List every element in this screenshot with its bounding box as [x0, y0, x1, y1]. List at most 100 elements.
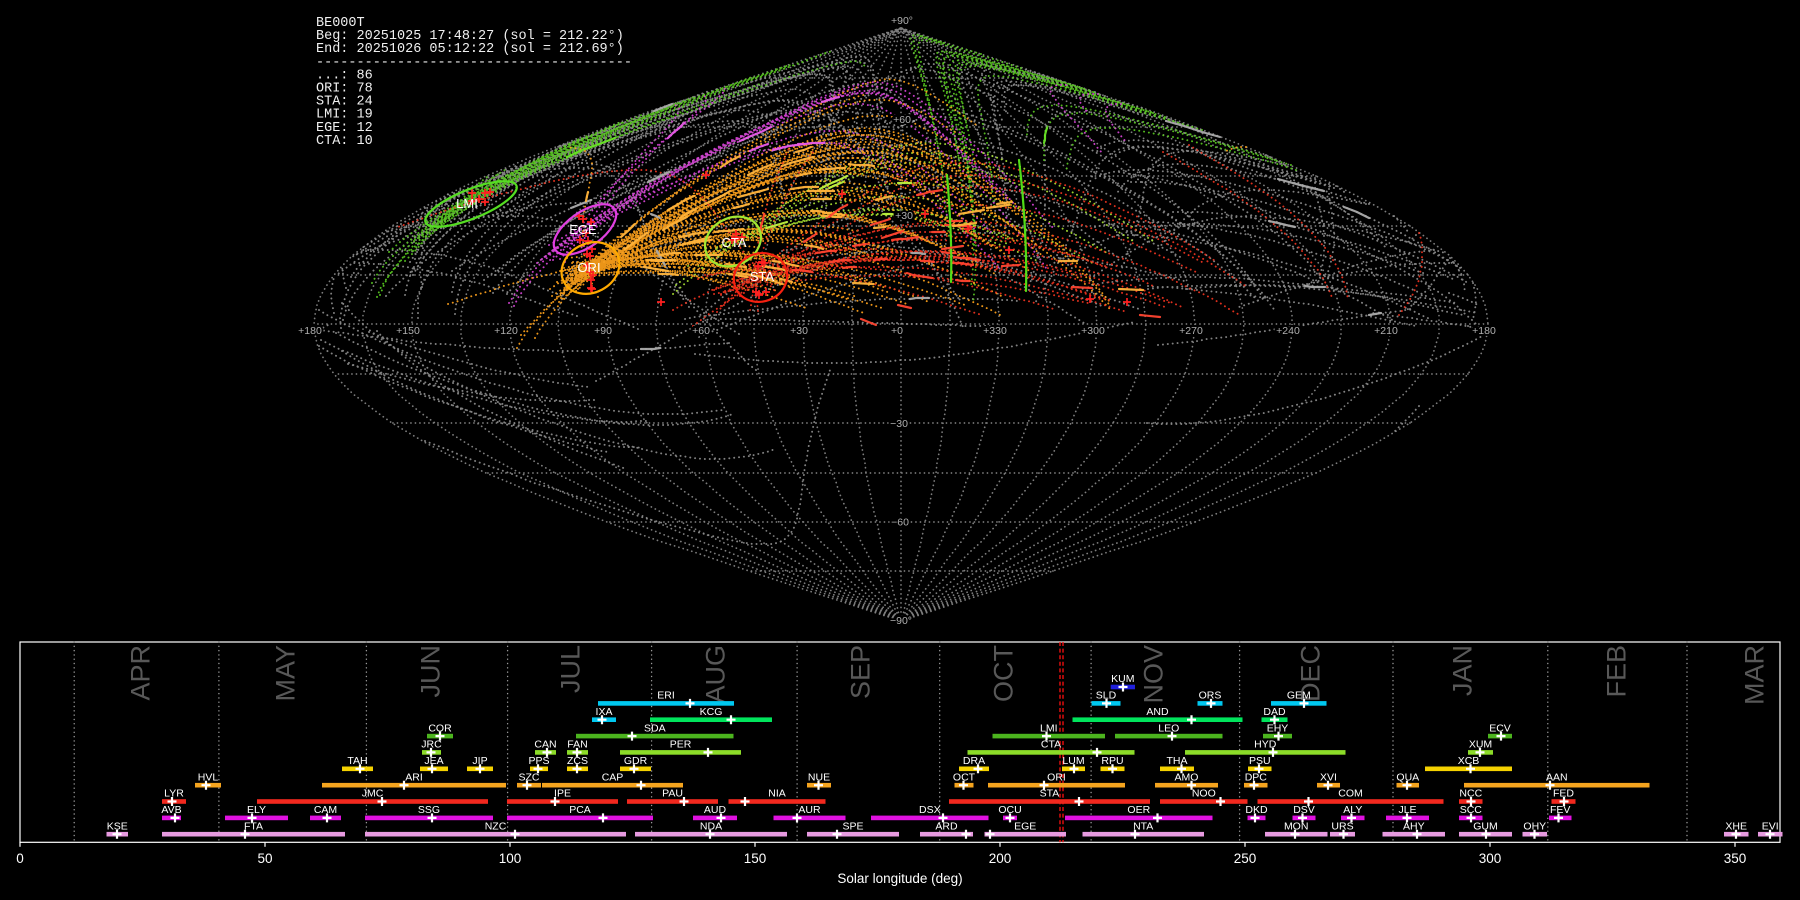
- svg-text:JIP: JIP: [472, 755, 487, 767]
- svg-text:200: 200: [989, 851, 1012, 866]
- svg-text:+90°: +90°: [891, 15, 913, 27]
- svg-text:ORS: ORS: [1199, 690, 1222, 702]
- svg-text:AUG: AUG: [701, 645, 731, 704]
- svg-text:KUM: KUM: [1111, 673, 1134, 685]
- svg-text:+210: +210: [1374, 325, 1398, 337]
- svg-text:NUE: NUE: [808, 771, 830, 783]
- svg-text:OCU: OCU: [998, 804, 1021, 816]
- svg-text:ORI: ORI: [577, 260, 600, 275]
- svg-text:MON: MON: [1284, 820, 1309, 832]
- svg-text:CAP: CAP: [602, 771, 624, 783]
- svg-text:LMI: 19: LMI: 19: [316, 108, 373, 123]
- svg-text:DPC: DPC: [1245, 771, 1268, 783]
- svg-text:FEV: FEV: [1550, 804, 1570, 816]
- svg-text:DEC: DEC: [1296, 645, 1326, 702]
- svg-text:AUR: AUR: [798, 804, 821, 816]
- svg-text:GDR: GDR: [624, 755, 648, 767]
- svg-text:250: 250: [1234, 851, 1257, 866]
- svg-text:QUA: QUA: [1396, 771, 1419, 783]
- svg-text:+240: +240: [1276, 325, 1300, 337]
- svg-text:CTA: CTA: [1041, 739, 1061, 751]
- svg-text:NDA: NDA: [700, 820, 722, 832]
- svg-text:+60: +60: [893, 114, 911, 126]
- svg-text:EGE: EGE: [1014, 820, 1036, 832]
- svg-text:JUL: JUL: [556, 645, 586, 693]
- svg-text:−90°: −90°: [890, 615, 912, 627]
- svg-text:GEM: GEM: [1287, 690, 1311, 702]
- svg-text:LYR: LYR: [164, 788, 184, 800]
- svg-text:300: 300: [1479, 851, 1502, 866]
- svg-text:CTA: CTA: [721, 235, 746, 250]
- svg-text:LMI: LMI: [456, 196, 478, 211]
- svg-text:100: 100: [499, 851, 522, 866]
- svg-text:AUD: AUD: [704, 804, 727, 816]
- svg-text:CAM: CAM: [314, 804, 337, 816]
- svg-text:ALY: ALY: [1343, 804, 1362, 816]
- svg-text:ERI: ERI: [657, 690, 675, 702]
- svg-text:EHY: EHY: [1267, 722, 1289, 734]
- svg-text:OCT: OCT: [953, 771, 976, 783]
- svg-text:XHE: XHE: [1725, 820, 1747, 832]
- svg-text:XVI: XVI: [1320, 771, 1337, 783]
- svg-text:+180: +180: [1472, 325, 1496, 337]
- svg-text:FTA: FTA: [244, 820, 263, 832]
- svg-text:LMI: LMI: [1040, 722, 1058, 734]
- svg-text:COR: COR: [428, 722, 452, 734]
- svg-text:KCG: KCG: [700, 706, 723, 718]
- svg-text:BE000T: BE000T: [316, 16, 365, 31]
- svg-text:PPS: PPS: [528, 755, 549, 767]
- svg-text:THA: THA: [1167, 755, 1188, 767]
- svg-text:XUM: XUM: [1469, 739, 1492, 751]
- svg-text:SDA: SDA: [644, 722, 666, 734]
- svg-text:JUN: JUN: [416, 645, 446, 698]
- svg-text:+150: +150: [396, 325, 420, 337]
- svg-text:CAN: CAN: [534, 739, 556, 751]
- svg-text:FED: FED: [1553, 788, 1574, 800]
- svg-text:+60: +60: [692, 325, 710, 337]
- svg-text:PSU: PSU: [1249, 755, 1271, 767]
- svg-text:ARD: ARD: [935, 820, 958, 832]
- svg-text:+180: +180: [298, 325, 322, 337]
- svg-text:+0: +0: [891, 325, 903, 337]
- svg-text:FAN: FAN: [567, 739, 587, 751]
- svg-text:DSV: DSV: [1293, 804, 1315, 816]
- svg-text:------------------------------: ---------------------------------------: [316, 55, 632, 70]
- svg-text:EGE: EGE: [569, 222, 597, 237]
- svg-text:AVB: AVB: [161, 804, 181, 816]
- svg-text:HVL: HVL: [198, 771, 219, 783]
- svg-text:NTA: NTA: [1133, 820, 1153, 832]
- svg-text:0: 0: [16, 851, 24, 866]
- svg-text:XCB: XCB: [1458, 755, 1480, 767]
- svg-text:350: 350: [1724, 851, 1747, 866]
- svg-text:NIA: NIA: [768, 788, 786, 800]
- svg-text:JEA: JEA: [424, 755, 443, 767]
- svg-text:Beg: 20251025 17:48:27 (sol =: Beg: 20251025 17:48:27 (sol = 212.22°): [316, 29, 624, 44]
- svg-text:SPE: SPE: [842, 820, 863, 832]
- svg-text:SZC: SZC: [519, 771, 540, 783]
- svg-text:PER: PER: [670, 739, 692, 751]
- svg-text:150: 150: [744, 851, 767, 866]
- svg-text:LEO: LEO: [1158, 722, 1179, 734]
- svg-text:STA: STA: [750, 269, 775, 284]
- svg-text:SSG: SSG: [418, 804, 440, 816]
- svg-text:PCA: PCA: [569, 804, 591, 816]
- svg-text:JAN: JAN: [1448, 645, 1478, 696]
- svg-text:PAU: PAU: [662, 788, 683, 800]
- svg-text:NOO: NOO: [1192, 788, 1216, 800]
- svg-text:AHY: AHY: [1403, 820, 1425, 832]
- svg-text:+120: +120: [494, 325, 518, 337]
- svg-text:COM: COM: [1338, 788, 1363, 800]
- svg-text:+300: +300: [1081, 325, 1105, 337]
- svg-text:AAN: AAN: [1546, 771, 1568, 783]
- svg-text:+270: +270: [1179, 325, 1203, 337]
- svg-text:EGE: 12: EGE: 12: [316, 121, 373, 136]
- svg-text:MAR: MAR: [1740, 645, 1770, 705]
- svg-text:IPE: IPE: [554, 788, 571, 800]
- svg-text:MAY: MAY: [271, 645, 301, 702]
- svg-text:NCC: NCC: [1459, 788, 1482, 800]
- svg-text:DSX: DSX: [919, 804, 941, 816]
- svg-text:SCC: SCC: [1460, 804, 1483, 816]
- svg-text:KSE: KSE: [107, 820, 128, 832]
- svg-text:GUM: GUM: [1473, 820, 1498, 832]
- svg-text:JRC: JRC: [421, 739, 442, 751]
